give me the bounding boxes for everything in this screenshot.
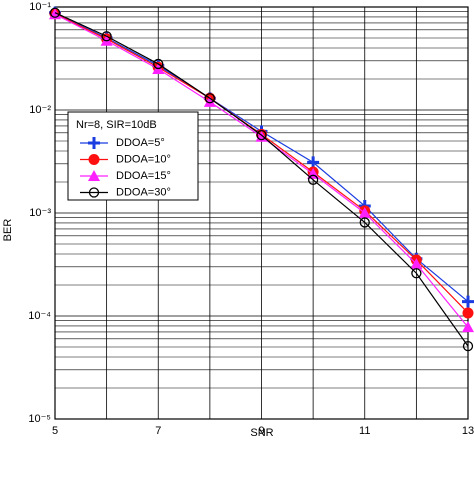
x-tick-label: 5 <box>52 425 58 437</box>
data-point <box>256 129 267 141</box>
legend-label: DDOA=15° <box>116 170 171 182</box>
data-point <box>307 174 319 185</box>
data-point <box>101 31 112 42</box>
x-tick-label: 9 <box>258 425 264 437</box>
data-point <box>203 95 216 107</box>
y-tick-label: 10⁻² <box>29 104 51 116</box>
data-point <box>307 156 320 169</box>
x-tick-label: 13 <box>462 425 474 437</box>
y-axis-label: BER <box>2 219 14 242</box>
data-point <box>462 307 474 319</box>
plot-frame <box>54 6 469 420</box>
data-point <box>410 257 423 269</box>
data-point <box>411 268 422 279</box>
data-point <box>49 7 61 18</box>
legend-marker <box>88 187 100 198</box>
y-tick-label: 10⁻⁴ <box>28 310 51 322</box>
y-tick-label: 10⁻³ <box>29 207 51 219</box>
data-point <box>462 321 474 333</box>
data-point <box>359 217 370 228</box>
x-tick-label: 7 <box>155 425 161 437</box>
series-line <box>54 12 469 347</box>
legend-box <box>67 111 199 201</box>
data-point <box>358 207 371 218</box>
legend-marker <box>88 170 100 181</box>
x-tick-label: 11 <box>359 425 370 437</box>
legend-label: DDOA=10° <box>116 153 171 165</box>
data-point <box>204 93 216 104</box>
data-point <box>462 340 474 352</box>
x-axis-label: SNR <box>250 427 273 439</box>
legend-label: DDOA=5° <box>116 137 165 149</box>
legend-title: Nr=8, SIR=10dB <box>76 119 157 131</box>
legend-marker <box>88 154 100 165</box>
y-tick-label: 10⁻¹ <box>29 1 51 13</box>
data-point <box>462 295 474 308</box>
legend-marker <box>88 137 100 149</box>
legend-label: DDOA=30° <box>116 186 171 198</box>
data-point <box>153 58 164 70</box>
y-tick-label: 10⁻⁵ <box>28 413 51 425</box>
